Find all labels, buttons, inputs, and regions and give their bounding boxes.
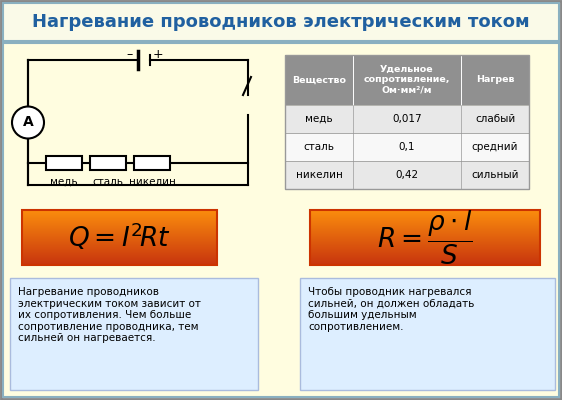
FancyBboxPatch shape [22, 222, 217, 223]
FancyBboxPatch shape [46, 156, 82, 170]
FancyBboxPatch shape [22, 215, 217, 216]
FancyBboxPatch shape [310, 211, 540, 212]
FancyBboxPatch shape [22, 249, 217, 250]
FancyBboxPatch shape [22, 246, 217, 247]
FancyBboxPatch shape [22, 252, 217, 253]
FancyBboxPatch shape [310, 214, 540, 215]
FancyBboxPatch shape [22, 216, 217, 217]
FancyBboxPatch shape [310, 235, 540, 236]
FancyBboxPatch shape [310, 210, 540, 211]
FancyBboxPatch shape [310, 240, 540, 241]
FancyBboxPatch shape [310, 231, 540, 232]
FancyBboxPatch shape [22, 219, 217, 220]
FancyBboxPatch shape [22, 255, 217, 256]
Text: сильный: сильный [472, 170, 519, 180]
FancyBboxPatch shape [310, 223, 540, 224]
FancyBboxPatch shape [22, 210, 217, 211]
FancyBboxPatch shape [285, 133, 529, 161]
Text: 0,1: 0,1 [399, 142, 415, 152]
FancyBboxPatch shape [22, 226, 217, 227]
FancyBboxPatch shape [22, 213, 217, 214]
FancyBboxPatch shape [22, 248, 217, 249]
FancyBboxPatch shape [310, 251, 540, 252]
FancyBboxPatch shape [310, 218, 540, 219]
FancyBboxPatch shape [22, 247, 217, 248]
FancyBboxPatch shape [22, 261, 217, 262]
Text: 0,017: 0,017 [392, 114, 422, 124]
Text: Нагрев: Нагрев [476, 76, 514, 84]
FancyBboxPatch shape [22, 256, 217, 257]
FancyBboxPatch shape [310, 249, 540, 250]
FancyBboxPatch shape [22, 257, 217, 258]
Text: сталь: сталь [303, 142, 334, 152]
Text: $Q = I^{2}\!Rt$: $Q = I^{2}\!Rt$ [68, 222, 171, 253]
FancyBboxPatch shape [22, 251, 217, 252]
FancyBboxPatch shape [310, 234, 540, 235]
FancyBboxPatch shape [310, 232, 540, 233]
FancyBboxPatch shape [22, 230, 217, 231]
FancyBboxPatch shape [22, 224, 217, 225]
FancyBboxPatch shape [22, 233, 217, 234]
FancyBboxPatch shape [310, 222, 540, 223]
FancyBboxPatch shape [90, 156, 126, 170]
FancyBboxPatch shape [310, 244, 540, 245]
FancyBboxPatch shape [310, 257, 540, 258]
FancyBboxPatch shape [310, 252, 540, 253]
FancyBboxPatch shape [22, 218, 217, 219]
FancyBboxPatch shape [22, 235, 217, 236]
FancyBboxPatch shape [22, 232, 217, 233]
FancyBboxPatch shape [22, 241, 217, 242]
FancyBboxPatch shape [22, 254, 217, 255]
Text: слабый: слабый [475, 114, 515, 124]
FancyBboxPatch shape [10, 278, 258, 390]
FancyBboxPatch shape [22, 212, 217, 213]
Text: Удельное
сопротивление,
Ом·мм²/м: Удельное сопротивление, Ом·мм²/м [364, 65, 450, 95]
FancyBboxPatch shape [22, 231, 217, 232]
FancyBboxPatch shape [310, 254, 540, 255]
FancyBboxPatch shape [285, 161, 529, 189]
FancyBboxPatch shape [310, 217, 540, 218]
FancyBboxPatch shape [310, 245, 540, 246]
FancyBboxPatch shape [22, 243, 217, 244]
FancyBboxPatch shape [310, 262, 540, 263]
FancyBboxPatch shape [22, 245, 217, 246]
Text: Вещество: Вещество [292, 76, 346, 84]
FancyBboxPatch shape [22, 234, 217, 235]
FancyBboxPatch shape [310, 242, 540, 243]
FancyBboxPatch shape [22, 258, 217, 259]
Text: сталь: сталь [93, 177, 124, 187]
FancyBboxPatch shape [310, 255, 540, 256]
FancyBboxPatch shape [310, 219, 540, 220]
FancyBboxPatch shape [22, 229, 217, 230]
FancyBboxPatch shape [310, 261, 540, 262]
FancyBboxPatch shape [22, 262, 217, 263]
Text: медь: медь [305, 114, 333, 124]
FancyBboxPatch shape [310, 224, 540, 225]
FancyBboxPatch shape [310, 248, 540, 249]
FancyBboxPatch shape [22, 264, 217, 265]
FancyBboxPatch shape [310, 225, 540, 226]
FancyBboxPatch shape [310, 216, 540, 217]
FancyBboxPatch shape [22, 242, 217, 243]
Text: никелин: никелин [129, 177, 175, 187]
FancyBboxPatch shape [310, 241, 540, 242]
FancyBboxPatch shape [310, 212, 540, 213]
Text: средний: средний [472, 142, 518, 152]
Text: никелин: никелин [296, 170, 342, 180]
FancyBboxPatch shape [22, 217, 217, 218]
FancyBboxPatch shape [310, 215, 540, 216]
FancyBboxPatch shape [310, 233, 540, 234]
FancyBboxPatch shape [310, 228, 540, 229]
FancyBboxPatch shape [22, 227, 217, 228]
FancyBboxPatch shape [310, 239, 540, 240]
FancyBboxPatch shape [310, 259, 540, 260]
FancyBboxPatch shape [310, 250, 540, 251]
FancyBboxPatch shape [22, 238, 217, 239]
FancyBboxPatch shape [3, 43, 559, 397]
Text: $R = \dfrac{\rho \cdot l}{S}$: $R = \dfrac{\rho \cdot l}{S}$ [377, 208, 473, 267]
FancyBboxPatch shape [310, 226, 540, 227]
FancyBboxPatch shape [22, 223, 217, 224]
FancyBboxPatch shape [22, 250, 217, 251]
FancyBboxPatch shape [22, 253, 217, 254]
